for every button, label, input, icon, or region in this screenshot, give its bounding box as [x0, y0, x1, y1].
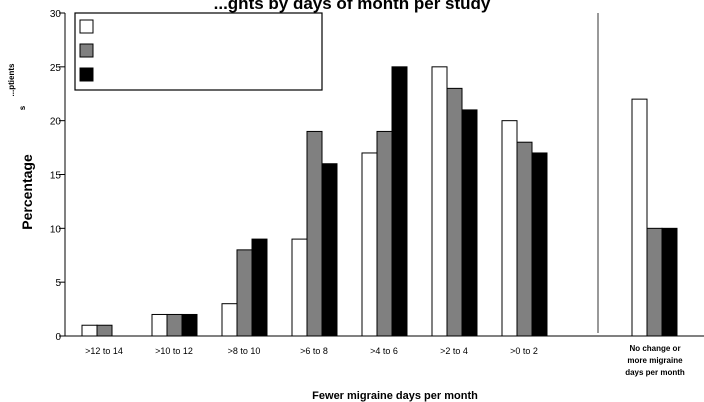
bar — [391, 66, 408, 337]
bar — [446, 87, 463, 337]
y-tick-label: 15 — [50, 171, 62, 182]
y-tick-label: 30 — [50, 9, 62, 20]
bar — [431, 66, 448, 337]
x-tick-label: >6 to 8 — [300, 346, 328, 356]
bar — [291, 238, 308, 337]
y-axis-label: Percentage — [19, 154, 35, 230]
x-tick-label: >4 to 6 — [370, 346, 398, 356]
y-tick-label: 10 — [50, 224, 62, 235]
x-axis-label: Fewer migraine days per month — [312, 390, 478, 402]
bar — [321, 163, 338, 337]
x-tick-label: >10 to 12 — [155, 346, 193, 356]
x-tick-label: >8 to 10 — [228, 346, 261, 356]
y-tick-label: 20 — [50, 117, 62, 128]
x-tick-label-extra: more migraine — [627, 356, 683, 365]
legend-box — [74, 12, 323, 91]
bar — [81, 324, 98, 337]
bar — [661, 227, 678, 337]
bar — [151, 313, 168, 337]
legend-swatch — [79, 19, 94, 34]
legend-swatch — [79, 67, 94, 82]
bar — [166, 313, 183, 337]
bar — [236, 249, 253, 337]
x-tick-label-extra: days per month — [625, 368, 685, 377]
bar — [461, 109, 478, 337]
bar — [531, 152, 548, 337]
y-tick-label: 0 — [55, 332, 61, 343]
bar — [376, 130, 393, 337]
y-axis-label-extra-1: ...ptients — [7, 63, 16, 96]
x-tick-label-extra: No change or — [629, 344, 680, 353]
bar — [221, 303, 238, 337]
bar — [631, 98, 648, 337]
bar — [306, 130, 323, 337]
bar — [501, 120, 518, 337]
x-tick-label: >2 to 4 — [440, 346, 468, 356]
chart-title: ...ghts by days of month per study — [214, 0, 491, 13]
bar — [181, 313, 198, 337]
x-tick-label: >0 to 2 — [510, 346, 538, 356]
bar — [251, 238, 268, 337]
x-tick-label: >12 to 14 — [85, 346, 123, 356]
y-tick-label: 25 — [50, 63, 62, 74]
bar — [361, 152, 378, 337]
bar — [516, 141, 533, 337]
legend-swatch — [79, 43, 94, 58]
bar — [96, 324, 113, 337]
y-axis-label-extra-2: s — [18, 105, 27, 110]
bar — [646, 227, 663, 337]
y-tick-label: 5 — [55, 278, 61, 289]
